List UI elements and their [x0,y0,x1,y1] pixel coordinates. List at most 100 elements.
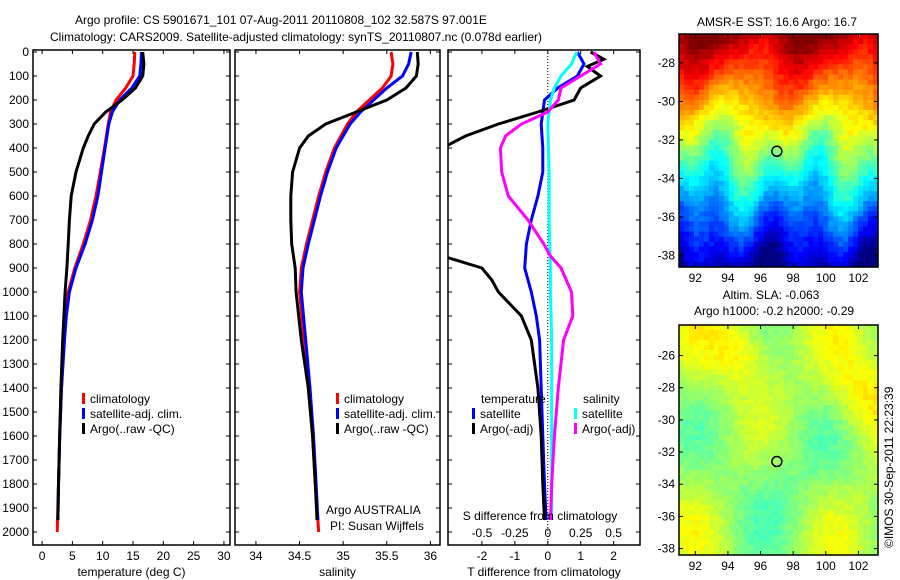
map-cell [873,465,879,471]
map-cell [828,89,834,96]
map-cell [728,165,735,172]
map-cell [808,350,814,356]
map-cell [803,99,809,106]
map-cell [708,450,715,456]
map-cell [803,485,809,491]
map-cell [743,59,750,65]
map-cell [848,155,854,162]
map-cell [863,94,869,101]
map-cell [833,206,839,212]
map-cell [783,510,790,516]
map-cell [743,440,750,446]
map-cell [828,345,834,351]
map-cell [693,550,700,556]
map-cell [753,170,760,177]
map-cell [858,395,864,401]
map-cell [818,79,824,86]
map-cell [838,520,844,526]
map-cell [818,130,824,136]
map-cell [788,520,795,526]
map-cell [708,84,715,91]
map-cell [838,145,844,152]
map-cell [733,390,740,396]
map-cell [768,400,775,406]
map-cell [708,175,715,182]
map-cell [863,150,869,157]
map-cell [873,495,879,501]
map-cell [743,251,750,258]
map-cell [688,115,695,121]
map-cell [743,420,750,426]
map-cell [858,530,864,536]
map-cell [723,69,730,76]
x-tick-label: 35.5 [375,549,399,563]
y-tick-label: 700 [9,213,29,227]
map-cell [679,241,685,248]
map-cell [783,185,790,192]
map-cell [788,84,795,91]
map-cell [863,365,869,371]
map-cell [868,450,874,456]
map-cell [768,495,775,501]
map-cell [713,145,720,152]
map-cell [863,485,869,491]
map-cell [708,365,715,371]
map-cell [833,201,839,207]
map-cell [679,335,685,341]
map-cell [728,150,735,157]
map-cell [858,415,864,421]
map-cell [783,395,790,401]
map-cell [773,160,780,167]
map-cell [738,390,745,396]
map-cell [708,500,715,506]
map-cell [768,350,775,356]
map-cell [838,206,844,212]
map-cell [758,251,765,258]
map-cell [863,120,869,126]
map-cell [858,130,864,136]
map-cell [828,79,834,86]
map-cell [838,261,844,268]
map-cell [758,74,765,81]
map-cell [793,540,799,546]
y-tick-label: 1800 [2,477,29,491]
map-cell [793,120,799,126]
map-cell [838,54,844,60]
map-cell [698,84,705,91]
map-cell [753,360,760,366]
map-cell [703,365,710,371]
map-cell [738,535,745,541]
map-cell [698,340,705,346]
map-cell [873,211,879,217]
map-cell [683,216,690,223]
map-cell [733,540,740,546]
map-cell [783,104,790,111]
map-cell [853,109,859,116]
map-cell [693,89,700,96]
map-cell [778,221,785,228]
map-cell [679,515,685,521]
map-cell [748,145,755,152]
map-cell [748,160,755,167]
map-cell [683,246,690,253]
map-cell [703,261,710,268]
map-cell [743,94,750,101]
map-cell [763,475,770,481]
map-cell [703,530,710,536]
map-cell [738,395,745,401]
map-cell [868,490,874,496]
map-cell [688,79,695,86]
map-cell [778,400,785,406]
map-cell [738,170,745,177]
map-cell [733,145,740,152]
map-cell [753,211,760,217]
map-cell [693,445,700,451]
map-cell [733,535,740,541]
map-cell [868,54,874,60]
map-cell [733,104,740,111]
map-cell [708,191,715,197]
map-cell [758,39,765,45]
map-cell [803,365,809,371]
map-cell [708,236,715,243]
map-cell [783,69,790,76]
